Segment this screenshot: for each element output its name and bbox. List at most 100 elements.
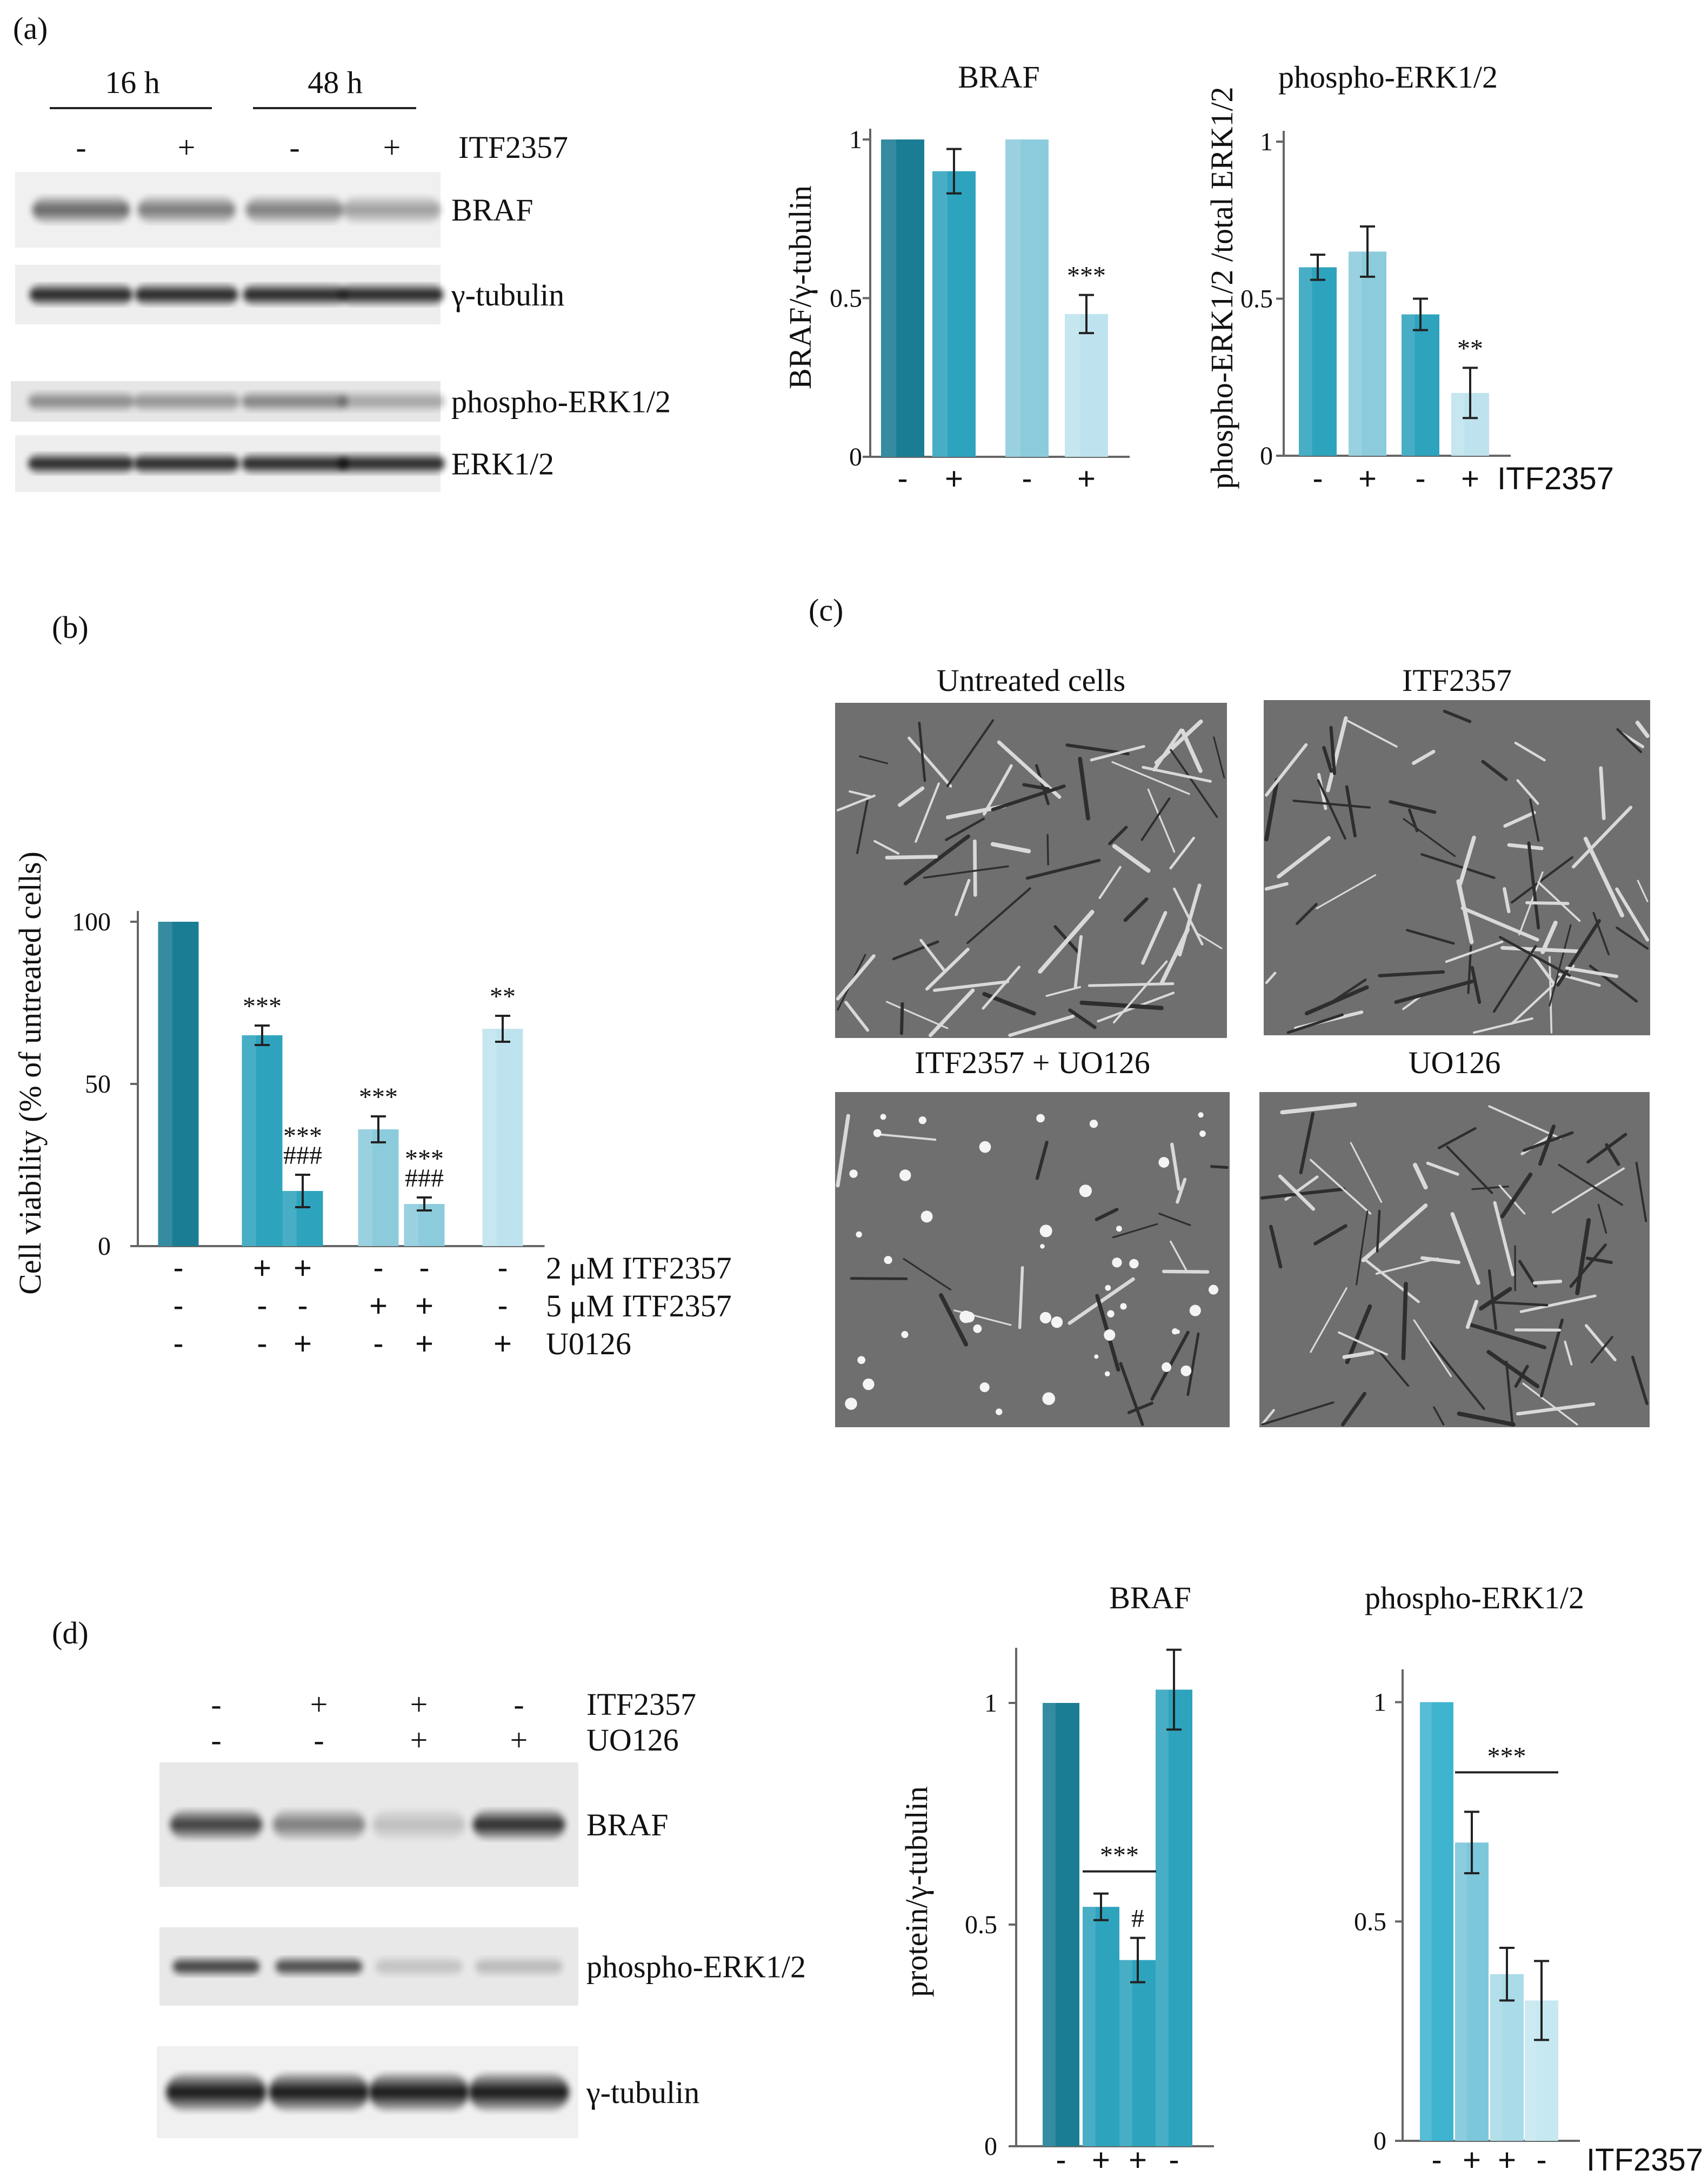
panel-b-sign-r2-2: + [293,1326,312,1361]
panel-a-band-3-lane-0 [28,453,134,474]
panel-a-band-label-0: BRAF [451,192,533,228]
micrograph-2-debris-2 [884,1256,892,1264]
chart-d-braf-ytick-label-1: 0.5 [965,1911,997,1939]
micrograph-2-debris-39 [880,1114,886,1120]
panel-a-band-2-lane-3 [339,391,445,411]
micrograph-3-cell-29 [1350,1142,1383,1203]
chart-a-perk-bar-0 [1299,267,1337,456]
panel-d-band-1-lane-2 [376,1957,462,1976]
micrograph-3-cell-59 [1310,1287,1347,1353]
micrograph-0-cell-61 [1112,960,1168,1024]
micrograph-2-debris-37 [1040,1244,1045,1249]
micrograph-2-debris-9 [1105,1284,1111,1291]
micrograph-2-debris-18 [856,1231,862,1238]
panel-d-band-2-lane-1 [269,2073,369,2111]
micrograph-title-2: ITF2357 + UO126 [915,1045,1150,1080]
panel-a-band-3-lane-1 [134,453,239,474]
micrograph-0-cell-51 [991,784,1066,811]
micrograph-2-debris-33 [1104,1329,1116,1341]
micrograph-3-cell-32 [1280,1102,1357,1115]
micrograph-1-cell-9 [1326,716,1348,793]
micrograph-3-cell-33 [1412,1162,1428,1190]
micrograph-0-cell-37 [885,855,938,860]
panel-d-band-label-1: phospho-ERK1/2 [586,1949,806,1985]
panel-d-band-0-lane-1 [273,1809,365,1840]
micrograph-3-cell-20 [1488,1301,1549,1307]
micrograph-1-cell-66 [1347,720,1398,748]
panel-b-sign-r2-5: + [493,1326,512,1361]
panel-a-band-0-lane-1 [138,196,235,223]
chart-a-braf-ytick-label-0: 0 [849,443,862,471]
micrograph-2-debris-17 [1209,1284,1219,1295]
micrograph-1-cell-38 [1296,903,1318,926]
micrograph-1-cell-23 [1549,924,1572,1007]
micrograph-2-debris-43 [1042,1392,1056,1406]
micrograph-0-cell-58 [915,782,940,843]
chart-d-perk-bar-shine-2 [1490,1974,1502,2141]
chart-a-braf-ytick-label-2: 1 [849,125,862,154]
micrograph-3-cell-57 [1313,1224,1347,1246]
chart-a-perk-sign-r0-2: - [1415,461,1425,496]
micrograph-2-cell-9 [1018,1266,1024,1329]
micrograph-1-cell-7 [1503,810,1536,828]
micrograph-3-cell-19 [1488,1105,1562,1140]
chart-d-perk-bar-shine-1 [1455,1842,1467,2141]
micrograph-3-cell-2 [1575,1218,1591,1295]
panel-label-a: (a) [13,11,48,46]
micrograph-1-cell-29 [1558,973,1601,987]
time-label-16h: 16 h [105,65,160,100]
micrograph-0-cell-50 [1140,797,1171,841]
panel-d-sign-r0-1: + [310,1687,328,1722]
chart-a-braf-bar-shine-2 [1005,139,1020,457]
micrograph-2-cell-5 [1112,1223,1158,1239]
micrograph-0-cell-17 [849,790,872,798]
panel-a-sign-1: + [178,130,196,165]
micrograph-0-cell-1 [925,948,970,991]
chart-d-braf-annotation-2: # [1131,1905,1144,1933]
micrograph-2-cell-11 [1210,1165,1229,1169]
chart-a-perk: phospho-ERK1/2 phospho-ERK1/2 /total ERK1… [1204,59,1614,496]
micrograph-2-cell-18 [1035,1141,1049,1180]
panel-b-row-label-1: 5 μM ITF2357 [546,1288,732,1323]
chart-d-braf-ytick-label-2: 1 [984,1689,997,1718]
micrograph-1-cell-39 [1540,920,1558,954]
chart-d-braf-bar-shine-2 [1119,1960,1132,2146]
micrograph-2-debris-0 [1198,1112,1204,1118]
micrograph-1-cell-17 [1420,853,1496,879]
micrograph-1-cell-48 [1317,779,1346,840]
panel-a-bands: BRAF γ-tubulin phospho-ERK1/2 ERK1/2 [11,172,671,492]
micrograph-3-cell-61 [1516,1402,1596,1416]
micrograph-2-cell-15 [1176,1177,1187,1204]
micrograph-0-cell-52 [1170,749,1218,818]
micrograph-2-debris-40 [1051,1316,1063,1328]
micrograph-1-cell-20 [1445,940,1504,963]
chart-b-viability-bar-shine-5 [482,1029,497,1246]
micrograph-1-cell-60 [1322,746,1333,773]
micrograph-3-cell-60 [1309,1159,1372,1215]
panel-d-band-2-lane-0 [166,2073,266,2111]
micrograph-0-cell-27 [1112,844,1151,873]
chart-b-viability-bar-shine-2 [282,1191,297,1246]
treatment-label-itf2357: ITF2357 [458,130,568,165]
chart-a-braf-sign-r0-1: + [945,461,963,496]
panel-b-row-label-0: 2 μM ITF2357 [546,1250,732,1286]
panel-a-band-label-3: ERK1/2 [451,447,554,482]
panel-b-sign-r2-3: - [373,1326,383,1361]
chart-a-perk-bar-1 [1349,251,1386,456]
chart-a-braf-sign-r0-2: - [1022,461,1032,496]
micrograph-2-debris-24 [979,1382,990,1393]
micrograph-2-cell-19 [1158,1213,1191,1226]
micrograph-1-cell-0 [1403,818,1456,857]
micrograph-2-debris-32 [959,1310,972,1323]
chart-d-perk-ytick-label-2: 1 [1373,1688,1386,1717]
micrograph-3-cell-62 [1505,1360,1514,1426]
micrograph-3-cell-52 [1278,1174,1316,1211]
micrograph-0-cell-20 [1079,1000,1164,1010]
panel-d-row-label-0: ITF2357 [586,1687,696,1722]
micrograph-3-cell-31 [1269,1224,1283,1269]
micrograph-1-cell-15 [1592,911,1610,956]
micrograph-0-cell-32 [919,939,945,971]
micrograph-1-cell-30 [1389,800,1437,814]
